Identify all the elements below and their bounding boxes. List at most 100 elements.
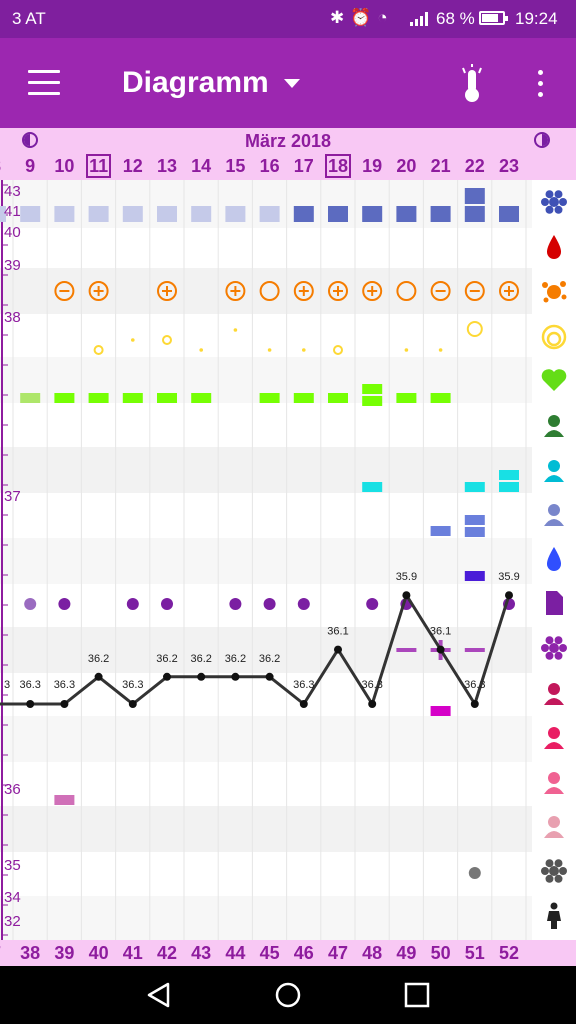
day-label[interactable]: 12 [122, 156, 143, 176]
period-marker [499, 206, 519, 222]
cycle-day-label: 49 [396, 943, 417, 963]
cycle-day-label: 41 [122, 943, 143, 963]
sign-open-icon [259, 281, 280, 301]
temperature-label: 36.3 [293, 679, 314, 691]
sensation-icon[interactable] [538, 409, 570, 441]
day-label[interactable]: 17 [293, 156, 314, 176]
chart-row-band [0, 447, 532, 493]
home-icon[interactable] [273, 980, 303, 1010]
day-label[interactable]: 13 [156, 156, 178, 176]
ovulation-marker [464, 527, 485, 537]
intercourse-marker [88, 393, 109, 403]
mood-marker [54, 795, 75, 805]
temperature-label: 36.3 [464, 679, 485, 691]
sign-plus-icon [328, 281, 348, 301]
document-icon[interactable] [538, 587, 570, 619]
period-marker [191, 206, 212, 222]
day-label[interactable]: 11 [82, 154, 116, 178]
pain-icon[interactable] [538, 721, 570, 753]
temperature-label: 36.2 [225, 653, 246, 665]
sparkle-icon[interactable] [538, 855, 570, 887]
temperature-label: 35.9 [498, 571, 519, 583]
ovulation-icon[interactable] [538, 498, 570, 530]
cycle-chart[interactable]: 3 36.3 36.3 36.2 36.3 36.2 36.2 36.2 36.2 36.3 36.… [0, 180, 532, 940]
temperature-point [368, 700, 377, 708]
temperature-point [163, 672, 171, 681]
y-axis-label: 41 [4, 203, 21, 220]
y-axis-label: 36 [4, 781, 21, 798]
pregnancy-test-icon[interactable] [538, 454, 570, 486]
day-label[interactable]: 16 [259, 156, 280, 176]
view-selector[interactable]: Diagramm [122, 66, 269, 100]
dropdown-caret-icon[interactable] [284, 79, 300, 88]
heart-icon[interactable] [538, 364, 570, 396]
temperature-label: 36.2 [259, 653, 280, 665]
page-title: Diagramm [122, 66, 269, 99]
temperature-point [231, 672, 240, 681]
overflow-menu-icon[interactable] [528, 68, 552, 100]
y-axis-label: 39 [4, 257, 21, 274]
flower-icon[interactable] [538, 186, 570, 218]
mood-icon[interactable] [538, 766, 570, 798]
discharge-drop-icon[interactable] [538, 543, 570, 575]
sign-plus-icon [157, 281, 177, 301]
temperature-point [402, 591, 411, 600]
temperature-label: 36.3 [54, 679, 75, 691]
moon-phase-icon [22, 132, 38, 148]
woman-icon[interactable] [538, 900, 570, 932]
period-marker [464, 206, 485, 222]
day-label[interactable]: 15 [225, 156, 246, 176]
sign-plus-icon [362, 281, 383, 301]
sign-minus-icon [430, 281, 451, 301]
day-label[interactable]: 20 [396, 156, 417, 176]
month-label: März 2018 [244, 131, 332, 151]
status-icons: ✱⏰◔ [330, 8, 394, 28]
activity-icon[interactable] [538, 677, 570, 709]
cervix-icon[interactable] [538, 320, 570, 352]
day-label[interactable]: 9 [25, 156, 36, 176]
day-label[interactable]: 8 [0, 156, 13, 177]
chart-row-band [0, 896, 532, 940]
back-icon[interactable] [144, 980, 174, 1010]
flower-check-icon[interactable] [538, 632, 570, 664]
period-marker [225, 206, 246, 222]
recents-icon[interactable] [402, 980, 432, 1010]
day-label[interactable]: 23 [498, 156, 520, 176]
menu-icon[interactable] [28, 70, 60, 96]
day-label[interactable]: 10 [54, 156, 75, 176]
cycle-day-footer [0, 940, 576, 966]
carrier-label: 3 AT [12, 9, 46, 28]
test-marker [362, 482, 383, 492]
status-bar: 3 AT ✱⏰◔ 68 % 19:24 [0, 0, 576, 38]
cervix-circle [93, 345, 104, 355]
day-label[interactable]: 14 [191, 156, 212, 176]
battery-icon [479, 11, 508, 25]
balloon-icon[interactable] [538, 810, 570, 842]
cycle-day-label: 45 [259, 943, 280, 963]
period-marker [293, 206, 314, 222]
period-marker [328, 206, 348, 222]
test-marker [499, 482, 519, 492]
sign-plus-icon [88, 281, 109, 301]
day-label[interactable]: 21 [430, 156, 451, 176]
splash-icon[interactable] [538, 275, 570, 307]
day-label[interactable]: 18 [321, 154, 355, 178]
period-marker [88, 206, 109, 222]
battery-percent: 68 % [436, 9, 475, 28]
cervix-circle [162, 335, 172, 345]
period-marker [464, 188, 485, 204]
wifi-icon: ◔ [377, 8, 394, 27]
sign-plus-icon [225, 281, 246, 301]
y-axis-label: 37 [4, 488, 21, 505]
temperature-label: 36.2 [190, 653, 211, 665]
thermometer-icon[interactable] [456, 64, 488, 104]
cervix-dot [267, 348, 272, 352]
cervix-circle [333, 345, 343, 355]
day-label[interactable]: 22 [464, 156, 485, 176]
y-axis-label: 35 [4, 857, 21, 874]
period-marker [122, 206, 143, 222]
blood-drop-icon[interactable] [538, 231, 570, 263]
test-marker [464, 482, 485, 492]
chart-row-band [0, 806, 532, 852]
day-label[interactable]: 19 [362, 156, 383, 176]
